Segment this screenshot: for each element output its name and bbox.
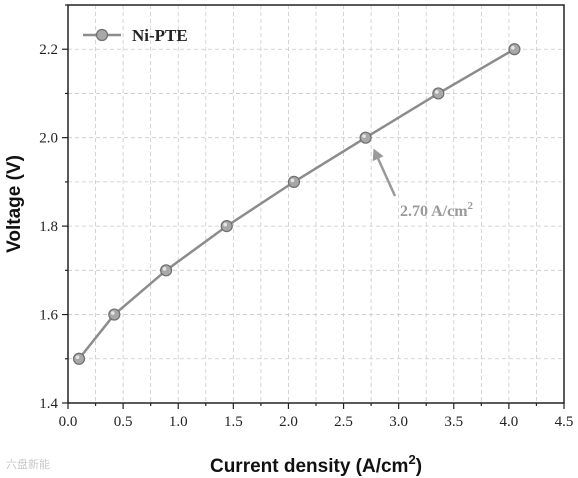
x-tick-label: 3.0 xyxy=(389,414,408,430)
data-point xyxy=(359,131,372,144)
y-axis-title: Voltage (V) xyxy=(4,155,25,253)
x-axis-title-text: Current density (A/cm xyxy=(210,456,408,477)
x-tick-label: 3.5 xyxy=(444,414,463,430)
legend: Ni-PTE xyxy=(83,26,188,45)
watermark: 六盘新能 xyxy=(6,457,50,471)
x-tick-label: 4.5 xyxy=(555,414,574,430)
tick-labels: 0.0 0.5 1.0 1.5 2.0 2.5 3.0 3.5 4.0 4.5 1.4 1.6 1.8 2… xyxy=(39,42,573,430)
annotation-arrowhead xyxy=(372,148,384,162)
data-point xyxy=(220,220,233,233)
annotation: 2.70 A/cm2 xyxy=(372,148,474,220)
data-point-highlight xyxy=(110,311,115,315)
axis-ticks xyxy=(62,4,565,409)
y-tick-label: 2.0 xyxy=(39,131,58,147)
y-tick-label: 1.4 xyxy=(39,396,58,412)
data-point-highlight xyxy=(435,90,439,94)
data-point xyxy=(432,87,445,100)
annotation-arrow xyxy=(376,158,397,197)
x-tick-label: 1.0 xyxy=(169,414,188,430)
x-tick-label: 1.5 xyxy=(224,414,243,430)
data-point xyxy=(287,175,301,188)
x-tick-label: 4.0 xyxy=(500,414,519,430)
x-tick-label: 2.0 xyxy=(279,414,298,430)
data-point-highlight xyxy=(223,222,228,227)
series-line xyxy=(78,48,516,360)
data-point xyxy=(108,308,121,321)
data-point xyxy=(508,43,521,56)
data-point xyxy=(72,352,86,365)
annotation-sup: 2 xyxy=(468,200,474,212)
data-point-highlight xyxy=(75,355,80,360)
annotation-text: 2.70 A/cm xyxy=(400,203,468,220)
data-point-highlight xyxy=(362,134,366,138)
x-axis-title-tail: ) xyxy=(416,456,422,477)
x-tick-label: 0.5 xyxy=(114,414,133,430)
series-layer xyxy=(72,43,521,365)
data-point-highlight xyxy=(290,178,295,183)
y-tick-label: 2.2 xyxy=(39,42,58,58)
legend-marker xyxy=(95,28,109,42)
x-tick-label: 0.0 xyxy=(59,414,78,430)
plot-frame xyxy=(67,4,565,404)
data-point-highlight xyxy=(511,45,515,50)
y-tick-label: 1.6 xyxy=(39,308,58,324)
x-tick-label: 2.5 xyxy=(334,414,353,430)
grid xyxy=(68,5,564,403)
data-point-highlight xyxy=(162,267,167,271)
x-axis-title: Current density (A/cm2) xyxy=(210,452,422,477)
annotation-label: 2.70 A/cm2 xyxy=(400,200,474,220)
legend-label: Ni-PTE xyxy=(132,26,188,45)
data-point xyxy=(159,264,173,277)
x-axis-title-sup: 2 xyxy=(408,452,415,467)
y-tick-label: 1.8 xyxy=(39,219,58,235)
